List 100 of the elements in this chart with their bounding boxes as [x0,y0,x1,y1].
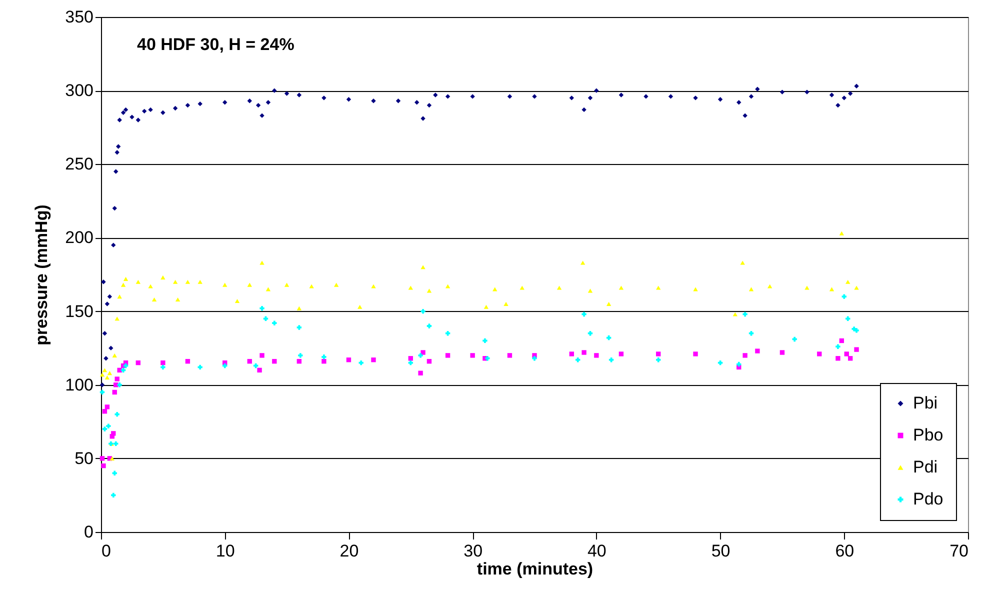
point [117,368,122,372]
point [198,280,202,284]
point [107,371,112,376]
point [582,350,586,355]
point [693,352,698,356]
point [426,288,432,293]
point [136,360,140,366]
point [309,284,314,288]
point [101,463,106,468]
point [160,364,166,370]
point [445,331,450,336]
point [100,372,105,377]
point [482,338,488,344]
point [111,431,116,436]
point [748,331,754,336]
point [606,302,612,306]
point [185,358,190,364]
point [296,325,302,330]
text: 40 HDF 30, H = 24% [137,35,294,54]
point [507,353,512,358]
point [260,353,264,358]
point [656,286,661,290]
point [160,360,166,366]
x-tick-label: 10 [216,542,235,560]
y-tick-label: 250 [65,154,94,174]
point [120,368,126,372]
point [484,304,489,309]
point [272,320,277,326]
point [114,316,120,321]
point [839,231,844,236]
point [418,370,423,376]
point [260,260,264,265]
y-tick-label: 50 [74,448,94,468]
point [110,456,114,460]
point [112,390,117,395]
point [470,353,475,358]
point [260,306,264,311]
point [104,375,110,380]
x-tick-label: 20 [340,542,359,560]
point [854,328,859,333]
point [257,368,262,372]
point [322,358,326,364]
point [848,356,853,361]
point [123,276,128,281]
y-axis-title: pressure (mmHg) [32,204,52,346]
x-tick-label: 0 [102,542,111,560]
point [588,331,593,336]
point [334,282,339,287]
point [112,470,117,476]
point [418,353,423,358]
point [408,286,413,290]
point [247,282,252,287]
y-tick-label: 300 [65,81,94,100]
point [854,286,859,290]
point [732,312,738,316]
point [106,424,111,428]
point [272,358,277,364]
point [358,304,362,309]
point [284,282,290,287]
x-tick-label: 50 [711,542,730,560]
point [247,358,252,364]
point [114,376,120,382]
point [426,358,432,364]
point [426,324,432,328]
point [792,336,797,342]
point [346,358,352,362]
point [755,348,760,354]
point [576,358,580,362]
x-tick-label: 40 [587,542,606,560]
point [185,280,190,284]
point [175,297,180,302]
y-tick-label: 0 [84,522,94,542]
point [532,356,537,361]
point [263,316,268,321]
point [556,286,562,290]
point [618,286,624,290]
point [854,347,859,352]
point [844,352,849,356]
point [234,298,240,304]
point [152,297,157,302]
point [371,358,376,362]
legend-label: Pdo [913,490,944,508]
point [198,364,202,370]
point [102,426,108,432]
point [817,352,822,356]
point [408,360,413,366]
point [836,356,840,361]
legend-label: Pbo [913,426,944,444]
point [114,412,120,417]
point [608,358,614,362]
y-tick-label: 150 [65,302,94,321]
point [736,362,742,367]
point [836,344,840,349]
legend-label: Pbi [913,394,938,412]
point [222,282,228,287]
point [846,316,850,321]
point [445,353,450,358]
point [222,363,228,368]
point [111,492,116,498]
point [588,288,593,293]
